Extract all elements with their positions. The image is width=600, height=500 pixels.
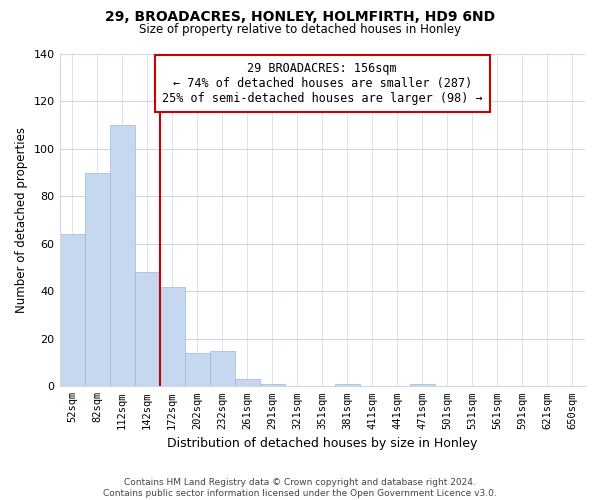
Bar [335,384,360,386]
Bar [59,234,85,386]
Bar [134,272,160,386]
Bar [260,384,285,386]
Text: Size of property relative to detached houses in Honley: Size of property relative to detached ho… [139,22,461,36]
Text: Contains HM Land Registry data © Crown copyright and database right 2024.
Contai: Contains HM Land Registry data © Crown c… [103,478,497,498]
Text: 29, BROADACRES, HONLEY, HOLMFIRTH, HD9 6ND: 29, BROADACRES, HONLEY, HOLMFIRTH, HD9 6… [105,10,495,24]
Bar [410,384,435,386]
Bar [235,379,260,386]
Bar [160,286,185,386]
Bar [209,350,235,386]
X-axis label: Distribution of detached houses by size in Honley: Distribution of detached houses by size … [167,437,478,450]
Bar [110,125,134,386]
Bar [85,172,110,386]
Bar [185,353,209,386]
Y-axis label: Number of detached properties: Number of detached properties [15,127,28,313]
Text: 29 BROADACRES: 156sqm
← 74% of detached houses are smaller (287)
25% of semi-det: 29 BROADACRES: 156sqm ← 74% of detached … [162,62,482,106]
